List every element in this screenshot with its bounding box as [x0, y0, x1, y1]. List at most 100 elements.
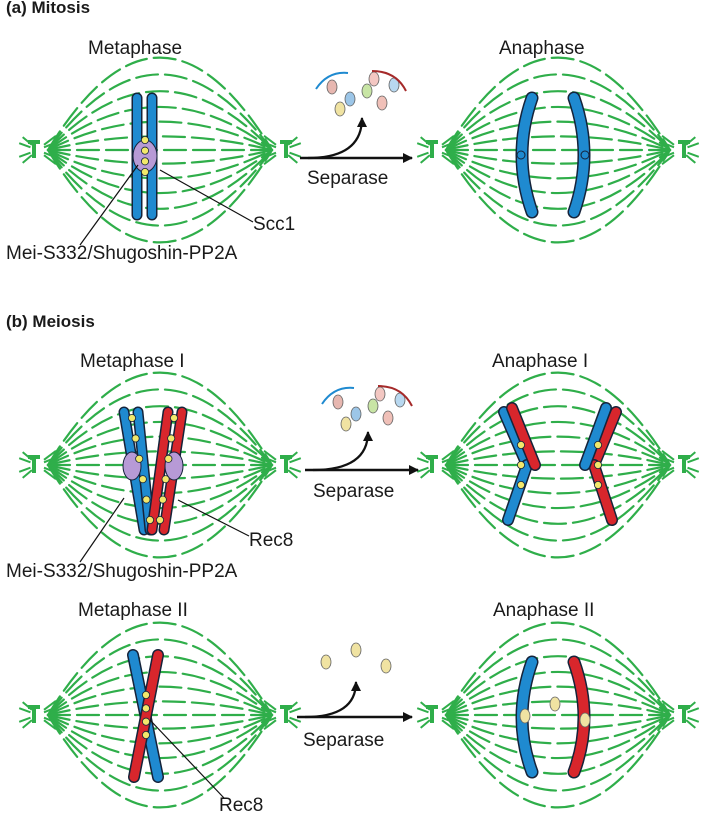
spindle-fiber: [46, 148, 274, 180]
aster-ray: [441, 151, 455, 159]
spindle-fiber: [444, 148, 672, 165]
fragment: [382, 410, 394, 426]
spindle-fiber: [444, 371, 672, 467]
chromatid: [499, 407, 532, 470]
cohesin-dot: [141, 691, 150, 700]
spindle-fiber: [46, 120, 274, 152]
aster-ray: [661, 450, 675, 461]
cohesin-dot: [594, 480, 603, 489]
aster-ray: [289, 707, 302, 714]
cohesin-dot: [158, 495, 167, 504]
aster-ray: [287, 719, 298, 729]
aster-ray: [685, 154, 696, 164]
spindle-fiber: [46, 105, 274, 152]
aster-ray: [43, 469, 57, 480]
cohesin-dot: [140, 146, 149, 155]
spindle-fiber: [444, 463, 672, 480]
spindle-fiber: [444, 120, 672, 152]
kinetochore: [580, 150, 590, 160]
spindle-fiber: [46, 463, 274, 559]
aster-ray: [263, 450, 277, 461]
spindle-fiber: [444, 435, 672, 467]
aster-ray: [43, 450, 57, 461]
release-arrow: [312, 431, 373, 472]
spindle-fiber: [444, 463, 672, 495]
spindle-fiber: [46, 73, 274, 152]
fragment: [374, 386, 386, 402]
cohesin-dot: [155, 516, 164, 525]
aster-ray: [685, 719, 696, 729]
aster-ray: [263, 700, 277, 711]
aster-ray: [18, 151, 31, 158]
spindles: [18, 56, 700, 809]
spindle-fiber: [444, 700, 672, 717]
spindle-fiber: [444, 713, 672, 792]
aster-ray: [22, 719, 33, 729]
aster-ray: [416, 707, 429, 714]
chromatid: [589, 460, 617, 525]
spindle-fiber: [444, 56, 672, 152]
spindle-fiber: [46, 621, 274, 717]
cohesin-dot: [135, 454, 144, 463]
aster-ray: [43, 716, 57, 724]
spindle: [18, 621, 302, 809]
cleaved-cohesin-fragments: [519, 696, 591, 728]
spindle-fiber: [444, 420, 672, 467]
aster-ray: [441, 716, 455, 724]
spindle-fiber: [46, 148, 274, 210]
cohesin-dot: [141, 704, 150, 713]
aster-ray: [661, 716, 675, 724]
shugoshin-label-b: Mei-S332/Shugoshin-PP2A: [6, 561, 238, 582]
aster-ray: [289, 142, 302, 149]
aster-ray: [441, 719, 455, 730]
spindle-fiber: [46, 463, 274, 480]
fragment: [326, 79, 338, 95]
aster-ray: [661, 456, 675, 464]
spindle: [416, 371, 700, 559]
aster-ray: [661, 719, 675, 730]
cohesin-dot: [140, 167, 149, 176]
aster-ray: [416, 142, 429, 149]
spindle-fiber: [46, 638, 274, 717]
cohesin-dot: [141, 731, 150, 740]
spindle-fiber: [444, 638, 672, 717]
overlays: [79, 70, 603, 799]
fragment: [340, 416, 352, 432]
aster-ray: [263, 151, 277, 159]
aster-ray: [416, 716, 429, 723]
chromatid: [580, 403, 611, 470]
spindle-fiber: [444, 463, 672, 542]
spindle-fiber: [46, 148, 274, 227]
spindle-fiber: [444, 90, 672, 152]
aster-ray: [687, 151, 700, 158]
aster-ray: [43, 135, 57, 146]
aster-ray: [18, 142, 31, 149]
spindle-fiber: [444, 135, 672, 152]
separase-label-a: Separase: [307, 168, 389, 189]
chromatid: [507, 403, 540, 470]
aster-ray: [420, 719, 431, 729]
aster-ray: [661, 469, 675, 480]
aster-ray: [263, 719, 277, 730]
spindle: [416, 56, 700, 244]
aster-ray: [661, 700, 675, 711]
aster-ray: [263, 135, 277, 146]
cohesin-dot: [517, 460, 526, 469]
aster-ray: [43, 706, 57, 714]
spindle-fiber: [444, 713, 672, 760]
aster-ray: [287, 154, 298, 164]
aster-ray: [661, 135, 675, 146]
aster-ray: [289, 151, 302, 158]
separase-label-b1: Separase: [313, 481, 395, 502]
spindle-fiber: [46, 700, 274, 717]
aster-ray: [420, 469, 431, 479]
separase-label-b2: Separase: [303, 730, 385, 751]
aster-ray: [661, 141, 675, 149]
shugoshin-label-a: Mei-S332/Shugoshin-PP2A: [6, 243, 238, 264]
metaphase-label: Metaphase: [88, 38, 183, 59]
rec8-label-2: Rec8: [219, 795, 264, 816]
cohesin-dot: [517, 440, 526, 449]
fragment: [321, 386, 355, 405]
aster-ray: [263, 469, 277, 480]
